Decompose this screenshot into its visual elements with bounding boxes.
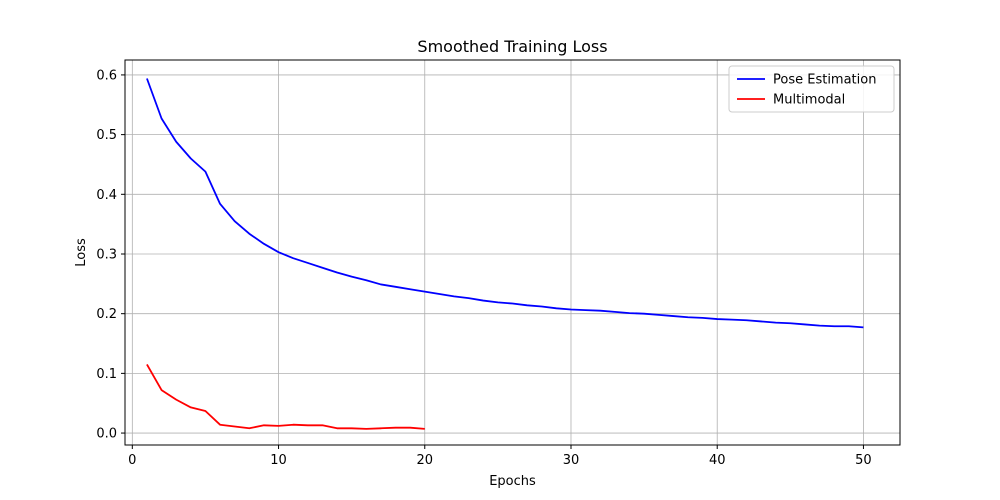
y-axis-label: Loss xyxy=(74,238,89,267)
y-tick-label: 0.4 xyxy=(96,188,117,203)
x-axis-label: Epochs xyxy=(489,474,536,489)
x-tick-label: 20 xyxy=(416,453,433,468)
x-tick-label: 50 xyxy=(855,453,872,468)
grid-layer xyxy=(125,60,900,445)
y-tick-label: 0.2 xyxy=(96,307,117,322)
y-tick-label: 0.6 xyxy=(96,68,117,83)
x-tick-label: 10 xyxy=(270,453,287,468)
tick-layer: 0 10 20 30 40 50 0.0 0.1 0.2 0.3 0.4 0.5 0.6 xyxy=(96,68,871,468)
series-layer xyxy=(146,78,864,430)
y-tick-label: 0.3 xyxy=(96,247,117,262)
x-tick-label: 40 xyxy=(709,453,726,468)
plot-area-frame xyxy=(124,59,901,446)
legend-box xyxy=(728,65,895,113)
legend-label-multimodal: Multimodal xyxy=(773,93,845,108)
series-line-multimodal xyxy=(146,363,425,430)
y-tick-label: 0.0 xyxy=(96,427,117,442)
chart-title: Smoothed Training Loss xyxy=(417,37,607,56)
y-tick-label: 0.5 xyxy=(96,128,117,143)
x-tick-label: 30 xyxy=(563,453,580,468)
legend: Pose Estimation Multimodal xyxy=(728,65,895,113)
series-line-pose-estimation xyxy=(146,78,864,329)
x-tick-label: 0 xyxy=(128,453,136,468)
y-tick-label: 0.1 xyxy=(96,367,117,382)
legend-label-pose-estimation: Pose Estimation xyxy=(773,73,876,88)
